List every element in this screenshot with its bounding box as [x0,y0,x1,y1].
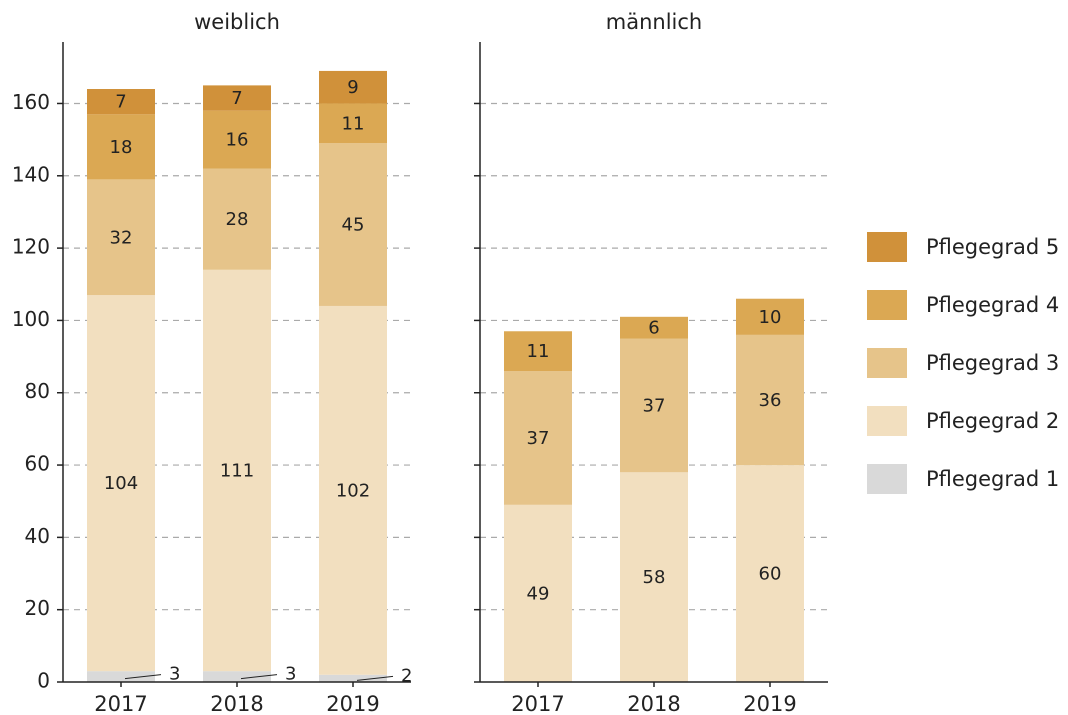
y-tick-label: 60 [25,452,50,476]
y-tick-label: 100 [12,307,50,331]
value-label: 11 [342,113,365,134]
x-tick-label: 2019 [326,692,379,715]
bar-segment [203,671,271,682]
value-label: 37 [527,428,550,449]
value-label: 2 [401,665,412,686]
value-label: 37 [643,395,666,416]
value-label: 7 [115,92,126,113]
bar-segment [87,671,155,682]
bar-segment [736,298,804,335]
bar-segment [736,334,804,466]
value-label: 58 [643,567,666,588]
bar-segment [319,674,387,682]
panel-title: männlich [606,10,702,34]
bar-segment [504,504,572,682]
y-tick-label: 140 [12,162,50,186]
y-tick-label: 20 [25,596,50,620]
x-tick-label: 2019 [743,692,796,715]
legend-swatch [867,290,907,320]
bar-segment [203,85,271,111]
legend-label: Pflegegrad 1 [926,467,1059,491]
value-label: 11 [527,341,550,362]
x-tick-label: 2017 [94,692,147,715]
y-tick-label: 0 [37,669,50,693]
value-label: 16 [226,130,249,151]
value-label: 45 [342,215,365,236]
legend-swatch [867,348,907,378]
value-label: 102 [336,480,370,501]
value-label: 3 [169,664,180,685]
bar-segment [504,331,572,372]
bar-segment [319,70,387,104]
bar-segment [319,103,387,144]
bar-segment [319,305,387,675]
y-tick-label: 120 [12,235,50,259]
bar-segment [203,269,271,672]
value-label: 10 [759,307,782,328]
y-tick-label: 80 [25,379,50,403]
bar-segment [87,179,155,296]
value-label: 104 [104,473,138,494]
bar-segment [620,338,688,473]
bar-segment [504,371,572,505]
x-tick-label: 2018 [627,692,680,715]
value-label: 36 [759,390,782,411]
legend-swatch [867,406,907,436]
value-label: 18 [110,137,133,158]
value-label: 28 [226,209,249,230]
legend-label: Pflegegrad 3 [926,351,1059,375]
bar-segment [87,295,155,672]
bar-segment [87,114,155,180]
bar-segment [620,472,688,682]
panel-title: weiblich [194,10,280,34]
value-label: 9 [347,77,358,98]
bar-segment [203,168,271,270]
value-label: 49 [527,583,550,604]
legend-swatch [867,464,907,494]
x-tick-label: 2017 [511,692,564,715]
bar-segment [620,316,688,339]
legend-label: Pflegegrad 2 [926,409,1059,433]
y-tick-label: 160 [12,90,50,114]
y-tick-label: 40 [25,524,50,548]
bar-segment [736,465,804,682]
value-label: 3 [285,664,296,685]
value-label: 60 [759,564,782,585]
value-label: 7 [231,88,242,109]
bar-segment [203,110,271,169]
value-label: 111 [220,460,254,481]
x-tick-label: 2018 [210,692,263,715]
value-label: 32 [110,227,133,248]
legend-label: Pflegegrad 5 [926,235,1059,259]
bar-segment [87,89,155,115]
leader-line [356,675,394,681]
leader-line [240,674,278,680]
legend-swatch [867,232,907,262]
legend-label: Pflegegrad 4 [926,293,1059,317]
leader-line [124,674,162,680]
bar-segment [319,143,387,306]
value-label: 6 [648,318,659,339]
